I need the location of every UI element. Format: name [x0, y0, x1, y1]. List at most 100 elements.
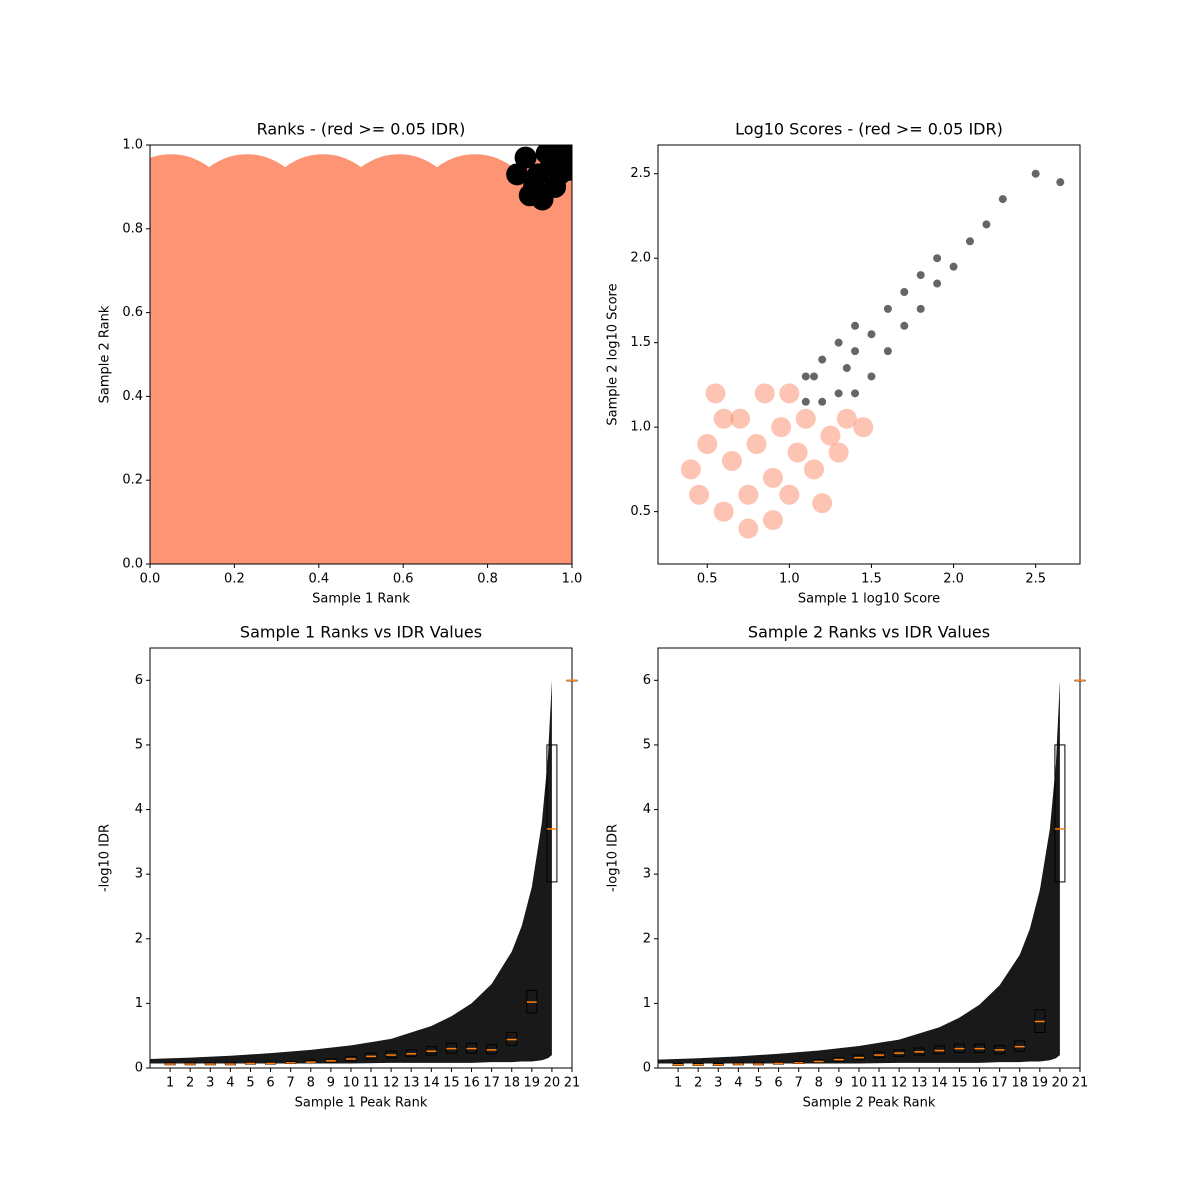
x-tick-label: 11: [871, 1076, 888, 1091]
x-tick-label: 1.0: [779, 572, 800, 587]
point: [1031, 169, 1040, 178]
point: [705, 383, 726, 404]
x-tick-label: 8: [307, 1076, 315, 1091]
x-tick-label: 2.0: [943, 572, 964, 587]
y-tick-label: 1: [643, 996, 651, 1011]
point: [812, 493, 833, 514]
x-tick-label: 16: [971, 1076, 988, 1091]
plot-area: [150, 145, 572, 564]
y-tick-label: 2.0: [630, 251, 651, 266]
x-tick-label: 3: [206, 1076, 214, 1091]
plot-area: [658, 680, 1060, 1064]
point: [998, 195, 1007, 204]
point: [834, 338, 843, 347]
point: [721, 450, 742, 471]
x-axis-label: Sample 1 Peak Rank: [295, 1096, 428, 1111]
point: [820, 425, 841, 446]
point: [851, 321, 860, 330]
point: [1056, 178, 1065, 187]
x-tick-label: 17: [483, 1076, 500, 1091]
plot-area: [680, 169, 1065, 539]
x-tick-label: 0.5: [697, 572, 718, 587]
chart-title: Ranks - (red >= 0.05 IDR): [257, 120, 466, 139]
point: [795, 408, 816, 429]
point: [818, 397, 827, 406]
point: [867, 372, 876, 381]
x-tick-label: 16: [463, 1076, 480, 1091]
point: [853, 417, 874, 438]
x-tick-label: 13: [403, 1076, 420, 1091]
x-tick-label: 12: [383, 1076, 400, 1091]
point: [851, 347, 860, 356]
point-cloud: [150, 680, 552, 1064]
x-tick-label: 15: [951, 1076, 968, 1091]
y-tick-label: 4: [135, 802, 143, 817]
point: [851, 389, 860, 398]
x-tick-label: 6: [266, 1076, 274, 1091]
x-tick-label: 10: [343, 1076, 360, 1091]
x-tick-label: 12: [891, 1076, 908, 1091]
axes: Sample 1 Ranks vs IDR Values Sample 1 Pea…: [98, 623, 581, 1111]
x-tick-label: 4: [226, 1076, 234, 1091]
point: [730, 408, 751, 429]
point: [982, 220, 991, 229]
x-axis-label: Sample 2 Peak Rank: [803, 1096, 936, 1111]
x-tick-label: 19: [1032, 1076, 1049, 1091]
x-tick-label: 10: [851, 1076, 868, 1091]
point: [883, 347, 892, 356]
x-tick-label: 18: [1011, 1076, 1028, 1091]
x-tick-label: 8: [815, 1076, 823, 1091]
x-tick-label: 20: [1052, 1076, 1069, 1091]
point: [818, 355, 827, 364]
point: [836, 408, 857, 429]
axes: Ranks - (red >= 0.05 IDR) Sample 1 Rank Sa…: [98, 120, 583, 607]
x-tick-label: 14: [423, 1076, 440, 1091]
point-cloud: [658, 680, 1060, 1064]
y-tick-label: 1.0: [122, 138, 143, 153]
y-tick-label: 1.0: [630, 420, 651, 435]
point: [965, 237, 974, 246]
y-tick-label: 3: [643, 867, 651, 882]
point: [801, 372, 810, 381]
point: [713, 408, 734, 429]
point: [746, 434, 767, 455]
x-axis-label: Sample 1 log10 Score: [798, 592, 940, 607]
x-tick-label: 20: [544, 1076, 561, 1091]
chart-title: Sample 2 Ranks vs IDR Values: [748, 623, 990, 642]
y-tick-label: 1: [135, 996, 143, 1011]
x-tick-label: 0.8: [477, 572, 498, 587]
x-tick-label: 0.6: [393, 572, 414, 587]
x-tick-label: 9: [835, 1076, 843, 1091]
y-axis-label: -log10 IDR: [606, 824, 621, 892]
y-tick-label: 5: [135, 737, 143, 752]
y-tick-label: 3: [135, 867, 143, 882]
y-axis-label: Sample 2 log10 Score: [606, 283, 621, 425]
axes-frame: [149, 647, 573, 1069]
axes-frame: [149, 144, 573, 565]
point: [842, 364, 851, 373]
y-tick-label: 0: [135, 1061, 143, 1076]
point: [803, 459, 824, 480]
x-tick-label: 0.0: [140, 572, 161, 587]
x-tick-label: 4: [734, 1076, 742, 1091]
y-tick-label: 0.6: [122, 305, 143, 320]
y-axis-label: -log10 IDR: [98, 824, 113, 892]
point: [883, 304, 892, 313]
point: [680, 459, 701, 480]
axes-frame: [657, 647, 1081, 1069]
point: [949, 262, 958, 271]
x-tick-label: 6: [774, 1076, 782, 1091]
point: [916, 271, 925, 280]
x-tick-label: 14: [931, 1076, 948, 1091]
x-tick-label: 5: [754, 1076, 762, 1091]
x-tick-label: 2: [694, 1076, 702, 1091]
x-tick-label: 7: [795, 1076, 803, 1091]
x-axis-label: Sample 1 Rank: [312, 592, 410, 607]
x-tick-label: 13: [911, 1076, 928, 1091]
y-tick-label: 2.5: [630, 166, 651, 181]
y-tick-label: 6: [135, 673, 143, 688]
box: [546, 744, 558, 883]
point: [535, 145, 558, 165]
point: [779, 484, 800, 505]
x-tick-label: 21: [564, 1076, 581, 1091]
